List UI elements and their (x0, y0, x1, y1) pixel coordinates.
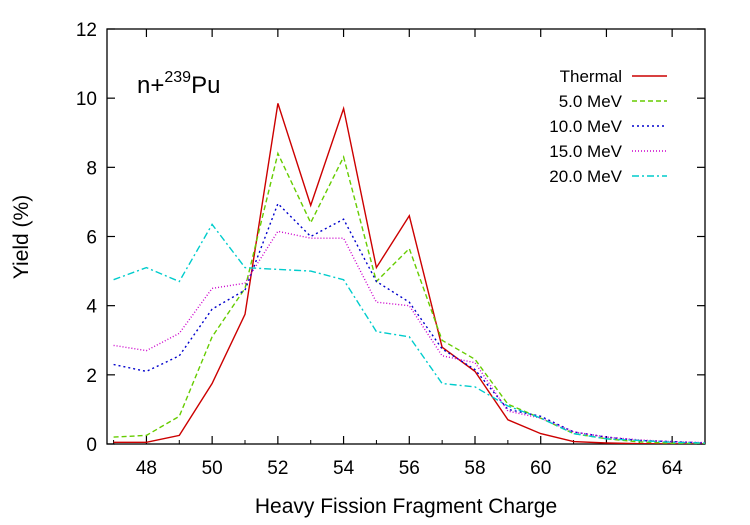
x-tick-label: 52 (267, 458, 288, 479)
y-tick-label: 4 (86, 297, 97, 318)
legend: Thermal 5.0 MeV 10.0 MeV 15.0 MeV 20.0 MeV (549, 67, 667, 186)
series-line-1 (113, 151, 705, 444)
legend-label: 15.0 MeV (549, 142, 622, 161)
x-tick-label: 50 (202, 458, 223, 479)
y-tick-label: 0 (86, 435, 97, 456)
y-tick-label: 10 (76, 89, 97, 110)
annotation-base: n+ (137, 72, 164, 99)
legend-label: 10.0 MeV (549, 117, 622, 136)
x-tick-label: 58 (464, 458, 485, 479)
annotation-element: Pu (191, 72, 220, 99)
series-line-2 (113, 202, 705, 444)
legend-label: 20.0 MeV (549, 167, 622, 186)
y-axis-title: Yield (%) (10, 195, 33, 279)
y-ticks: 0 2 4 6 8 10 12 (76, 20, 705, 456)
y-tick-label: 12 (76, 20, 97, 41)
series-line-0 (113, 103, 705, 444)
x-tick-label: 64 (662, 458, 684, 479)
x-tick-label: 54 (333, 458, 355, 479)
annotation-superscript: 239 (164, 69, 191, 86)
series-line-4 (113, 223, 705, 444)
x-tick-label: 62 (596, 458, 617, 479)
series-lines (113, 103, 705, 444)
x-tick-label: 60 (530, 458, 551, 479)
y-tick-label: 8 (86, 158, 97, 179)
x-tick-label: 56 (399, 458, 420, 479)
x-axis-title: Heavy Fission Fragment Charge (255, 495, 557, 518)
legend-label: Thermal (560, 67, 622, 86)
y-tick-label: 2 (86, 366, 97, 387)
legend-label: 5.0 MeV (559, 92, 623, 111)
x-ticks: 48 50 52 54 56 58 60 62 64 (113, 29, 706, 479)
x-tick-label: 48 (136, 458, 157, 479)
annotation-label: n+239Pu (137, 69, 220, 99)
y-tick-label: 6 (86, 228, 97, 249)
